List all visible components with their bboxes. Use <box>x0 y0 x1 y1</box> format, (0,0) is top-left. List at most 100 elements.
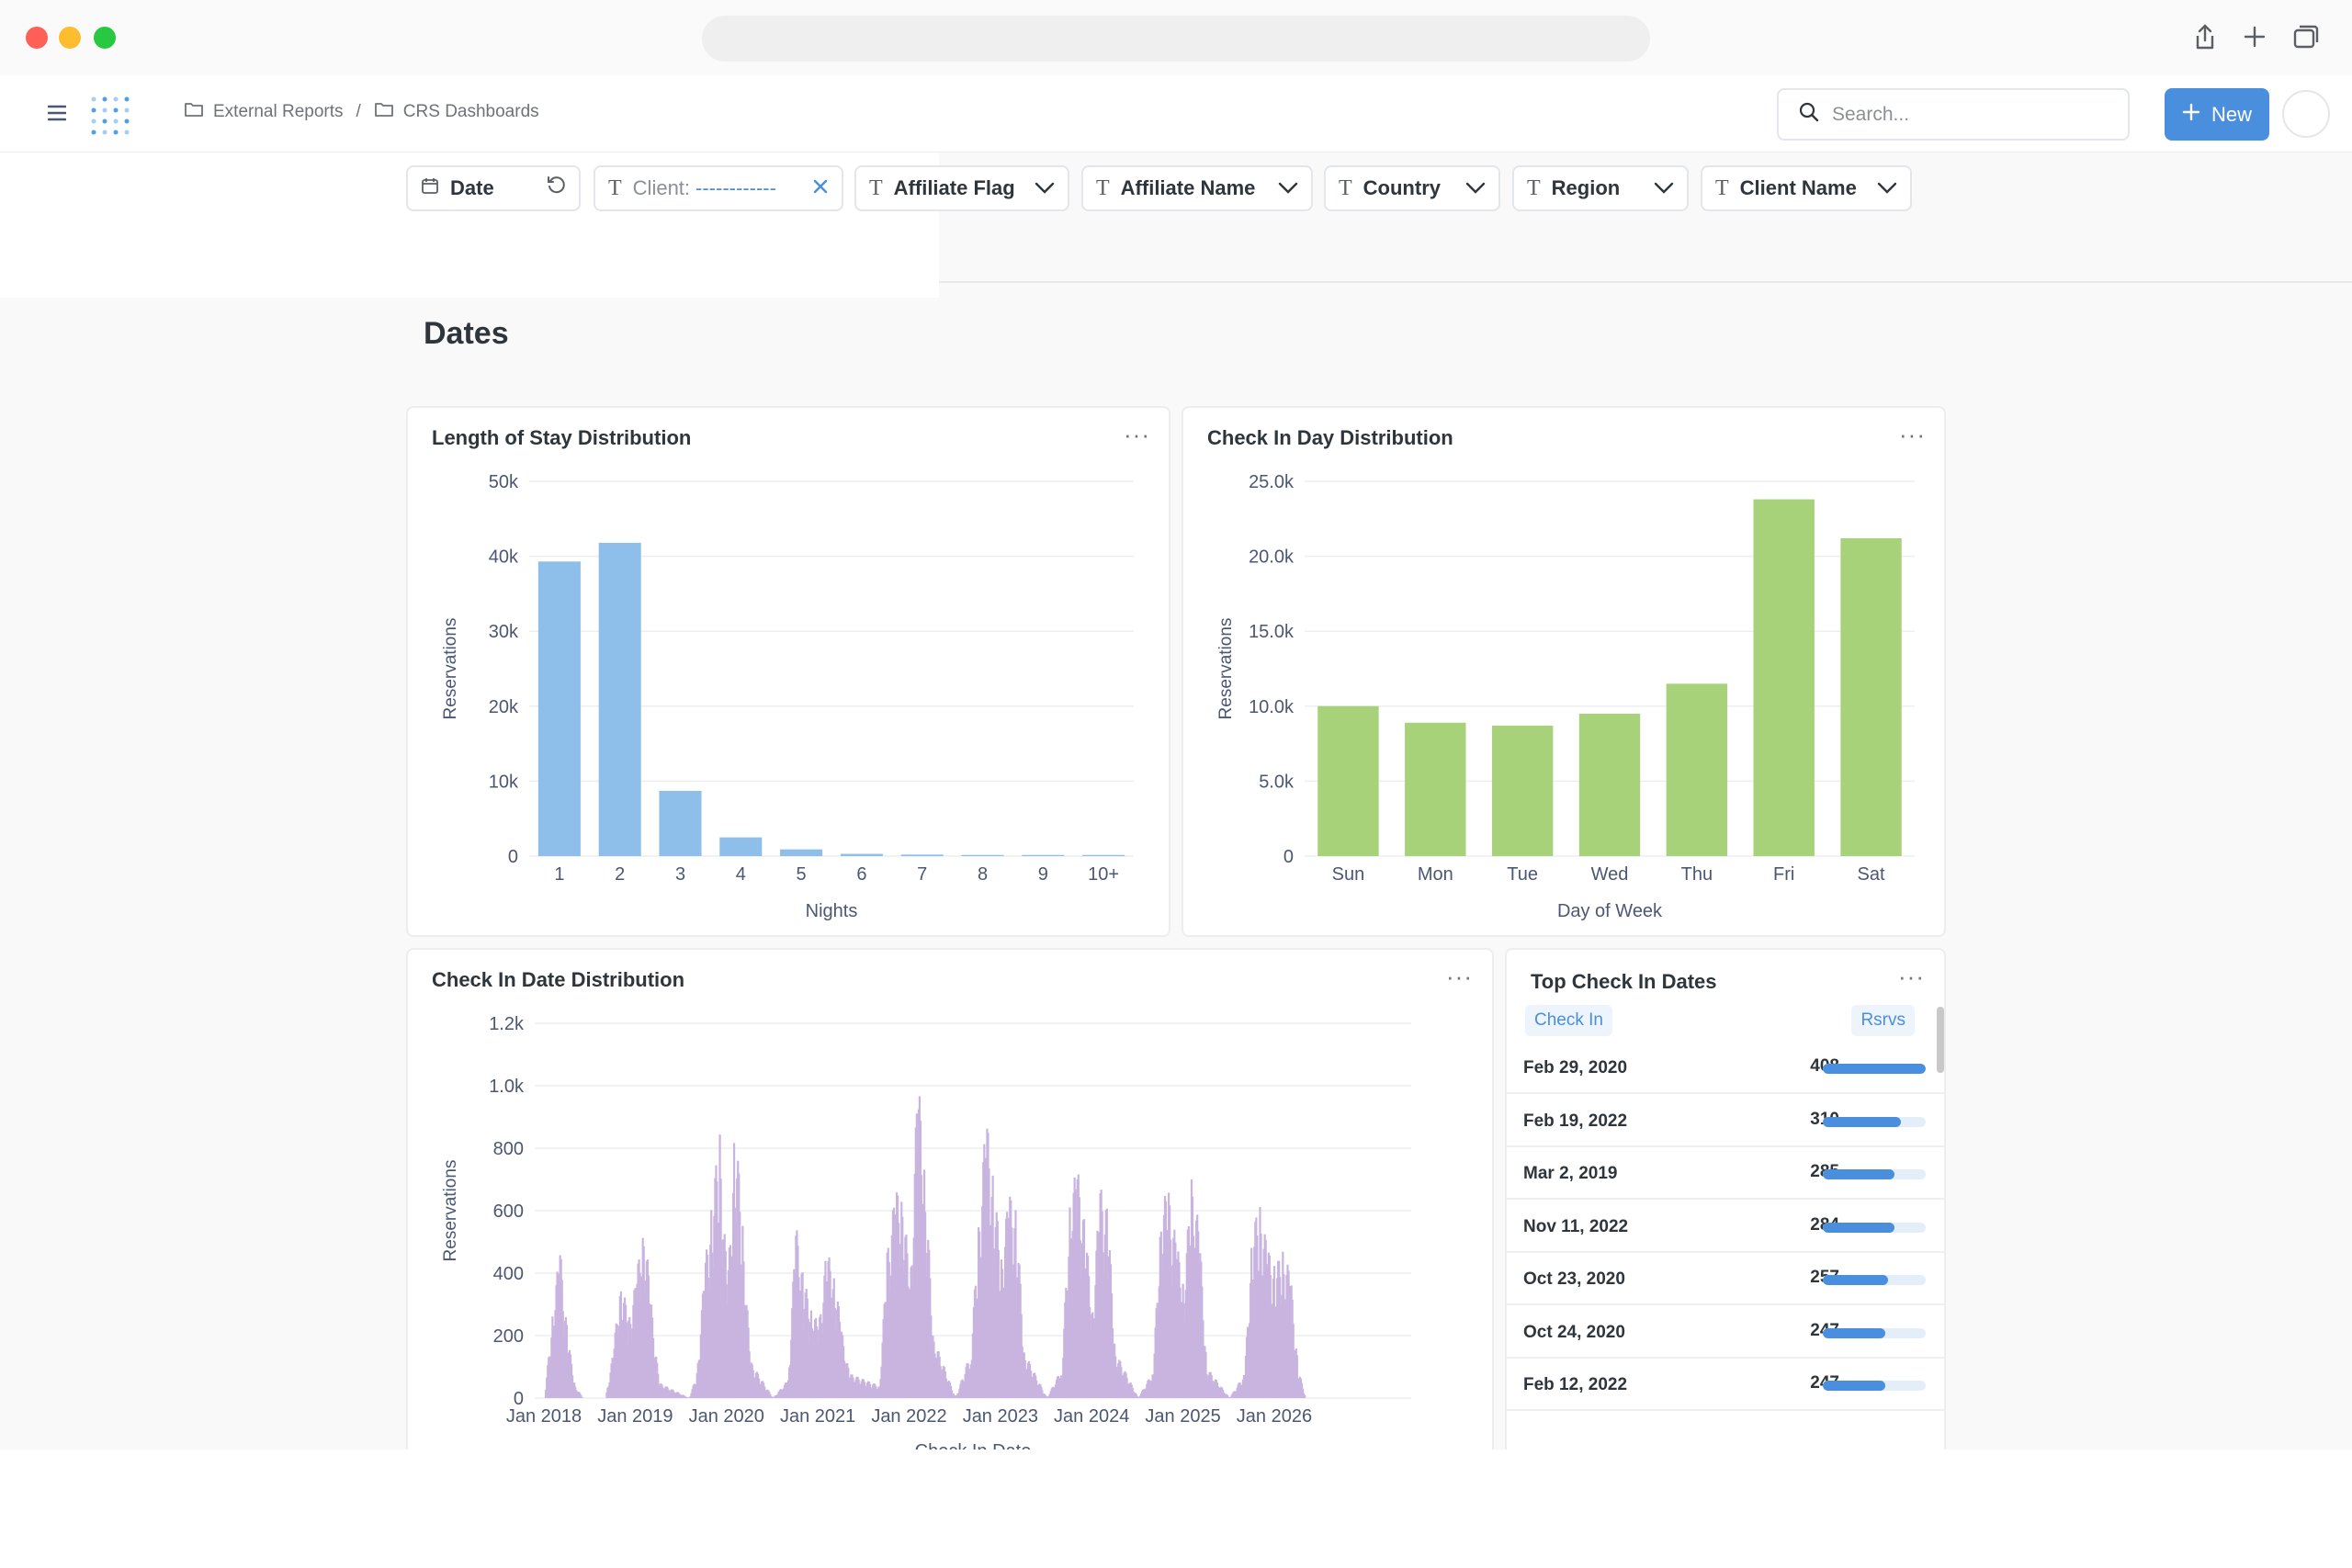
filter-client-name[interactable]: T Client Name <box>1701 165 1912 211</box>
filter-country[interactable]: T Country <box>1324 165 1500 211</box>
close-window-button[interactable] <box>26 27 48 49</box>
avatar[interactable] <box>2282 90 2330 138</box>
bar <box>1405 722 1466 856</box>
column-header-check-in[interactable]: Check In <box>1525 1005 1612 1036</box>
table-row[interactable]: Oct 24, 2020247 <box>1507 1306 1944 1359</box>
reservations-bar <box>1823 1064 1926 1074</box>
y-tick-label: 40k <box>489 547 519 568</box>
bar <box>1317 705 1379 856</box>
filter-affiliate-flag[interactable]: T Affiliate Flag <box>854 165 1069 211</box>
text-type-icon: T <box>1715 175 1729 200</box>
filter-client[interactable]: T Client: ------------ <box>594 165 843 211</box>
x-tick-label: 5 <box>797 864 807 885</box>
scrollbar[interactable] <box>1937 1007 1944 1073</box>
y-tick-label: 50k <box>489 472 519 492</box>
minimize-window-button[interactable] <box>59 27 81 49</box>
filter-region-label: Region <box>1551 176 1621 199</box>
clear-filter-icon[interactable] <box>812 176 829 200</box>
bar <box>719 837 763 856</box>
filter-client-name-label: Client Name <box>1739 176 1857 199</box>
tab-overview-icon[interactable] <box>2290 20 2323 53</box>
maximize-window-button[interactable] <box>94 27 116 49</box>
bar <box>687 1397 690 1398</box>
card-title: Check In Date Distribution <box>432 968 685 991</box>
y-tick-label: 0 <box>514 1389 524 1409</box>
check-in-date-chart: 0 200 400 600 800 1.0k 1.2k Reservations Jan 201… <box>441 1014 1411 1461</box>
more-options-icon[interactable]: ··· <box>1899 421 1926 448</box>
y-tick-label: 800 <box>493 1139 524 1159</box>
search-input[interactable] <box>1832 103 2108 126</box>
check-in-date-cell: Feb 29, 2020 <box>1523 1058 1628 1077</box>
table-row[interactable]: Feb 19, 2022310 <box>1507 1095 1944 1147</box>
card-title: Length of Stay Distribution <box>432 426 692 449</box>
y-axis-label: Reservations <box>441 618 460 720</box>
filter-date[interactable]: Date <box>406 165 581 211</box>
reset-icon[interactable] <box>546 175 566 201</box>
bar <box>1082 854 1125 856</box>
y-tick-label: 10.0k <box>1249 697 1295 717</box>
y-tick-label: 15.0k <box>1249 622 1295 642</box>
table-row[interactable]: Oct 23, 2020257 <box>1507 1253 1944 1305</box>
new-button[interactable]: New <box>2165 88 2269 141</box>
table-row[interactable]: Nov 11, 2022284 <box>1507 1201 1944 1253</box>
y-tick-label: 10k <box>489 772 519 792</box>
reservations-bar <box>1823 1327 1926 1338</box>
bar <box>1045 1395 1047 1398</box>
more-options-icon[interactable]: ··· <box>1898 963 1925 990</box>
table-row[interactable]: Feb 12, 2022247 <box>1507 1359 1944 1411</box>
x-tick-label: 1 <box>554 864 564 885</box>
x-axis-label: Nights <box>806 901 858 921</box>
x-tick-label: Jan 2023 <box>963 1406 1038 1427</box>
card-check-in-day: Check In Day Distribution ··· 0 5.0k 10.0k… <box>1182 406 1946 937</box>
check-in-date-cell: Oct 24, 2020 <box>1523 1322 1625 1342</box>
chevron-down-icon <box>1654 176 1674 200</box>
reservations-bar-fill <box>1823 1381 1885 1391</box>
check-in-date-cell: Nov 11, 2022 <box>1523 1216 1629 1236</box>
address-bar[interactable] <box>702 16 1650 62</box>
bar <box>1301 1388 1305 1398</box>
filter-affiliate-name[interactable]: T Affiliate Name <box>1081 165 1313 211</box>
breadcrumb-item-crs-dashboards[interactable]: CRS Dashboards <box>402 102 539 121</box>
search-box[interactable] <box>1777 88 2130 141</box>
table-row[interactable]: Mar 2, 2019285 <box>1507 1147 1944 1200</box>
bar <box>954 1395 956 1398</box>
reservations-bar <box>1823 1169 1926 1179</box>
more-options-icon[interactable]: ··· <box>1446 963 1473 990</box>
x-tick-label: Jan 2020 <box>689 1406 764 1427</box>
bar <box>1753 499 1815 856</box>
share-icon[interactable] <box>2188 20 2222 53</box>
y-tick-label: 20.0k <box>1249 547 1295 568</box>
x-tick-label: 8 <box>978 864 988 885</box>
reservations-bar-fill <box>1823 1275 1888 1285</box>
hamburger-menu-icon[interactable] <box>47 105 67 126</box>
bar <box>581 1396 583 1398</box>
chevron-down-icon <box>1278 176 1298 200</box>
x-tick-label: Thu <box>1681 864 1713 885</box>
more-options-icon[interactable]: ··· <box>1124 421 1150 448</box>
y-tick-label: 20k <box>489 697 519 717</box>
new-tab-icon[interactable] <box>2238 20 2271 53</box>
bar <box>900 854 944 856</box>
breadcrumb: External Reports / CRS Dashboards <box>184 101 539 123</box>
y-tick-label: 1.2k <box>489 1014 525 1034</box>
y-tick-label: 30k <box>489 622 519 642</box>
x-tick-label: 9 <box>1038 864 1048 885</box>
x-tick-label: 7 <box>917 864 927 885</box>
bar <box>1295 1355 1298 1398</box>
filter-region[interactable]: T Region <box>1512 165 1689 211</box>
reservations-bar-fill <box>1823 1222 1894 1233</box>
column-header-rsrvs[interactable]: Rsrvs <box>1851 1005 1915 1036</box>
x-tick-label: Sat <box>1858 864 1885 885</box>
bar <box>1135 1393 1138 1398</box>
y-tick-label: 400 <box>493 1264 524 1284</box>
text-type-icon: T <box>869 175 883 200</box>
breadcrumb-item-external-reports[interactable]: External Reports <box>213 102 344 121</box>
text-type-icon: T <box>1339 175 1352 200</box>
y-tick-label: 5.0k <box>1259 772 1295 792</box>
app-logo-icon[interactable] <box>88 94 132 142</box>
bar <box>1840 538 1902 856</box>
bar <box>537 561 581 856</box>
y-tick-label: 0 <box>508 847 518 867</box>
table-row[interactable]: Feb 29, 2020408 <box>1507 1042 1944 1094</box>
y-tick-label: 600 <box>493 1201 524 1222</box>
